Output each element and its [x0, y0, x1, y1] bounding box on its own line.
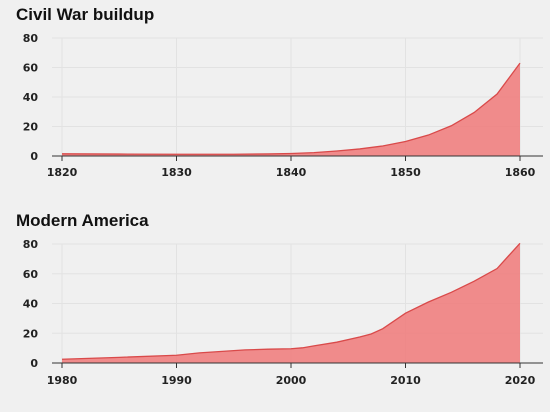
chart-2-title: Modern America — [16, 211, 149, 230]
chart-1-area — [62, 63, 520, 156]
chart-1-ytick-20: 20 — [23, 121, 39, 134]
chart-2-xtick-1990: 1990 — [161, 374, 192, 387]
chart-1-ytick-60: 60 — [23, 62, 39, 75]
chart-2-xtick-1980: 1980 — [47, 374, 78, 387]
chart-1-ytick-40: 40 — [23, 91, 39, 104]
chart-1-title: Civil War buildup — [16, 5, 154, 24]
chart-2-ytick-60: 60 — [23, 268, 39, 281]
chart-1-xtick-1860: 1860 — [505, 166, 536, 179]
chart-2-xtick-2010: 2010 — [390, 374, 421, 387]
chart-1-xtick-1850: 1850 — [390, 166, 421, 179]
chart-2-ytick-20: 20 — [23, 327, 39, 340]
chart-1-ytick-0: 0 — [30, 150, 38, 163]
chart-1-line — [61, 62, 521, 155]
chart-1-xtick-1840: 1840 — [276, 166, 307, 179]
chart-1-xtick-1820: 1820 — [47, 166, 78, 179]
chart-2-ytick-80: 80 — [23, 238, 39, 251]
chart-2-xtick-2020: 2020 — [505, 374, 536, 387]
chart-1-ytick-80: 80 — [23, 32, 39, 45]
chart-1-xtick-1830: 1830 — [161, 166, 192, 179]
chart-2-line — [61, 242, 521, 360]
chart-2-ytick-0: 0 — [30, 357, 38, 370]
chart-2-xtick-2000: 2000 — [276, 374, 307, 387]
chart-2-ytick-40: 40 — [23, 298, 39, 311]
chart-2-area — [62, 243, 520, 363]
